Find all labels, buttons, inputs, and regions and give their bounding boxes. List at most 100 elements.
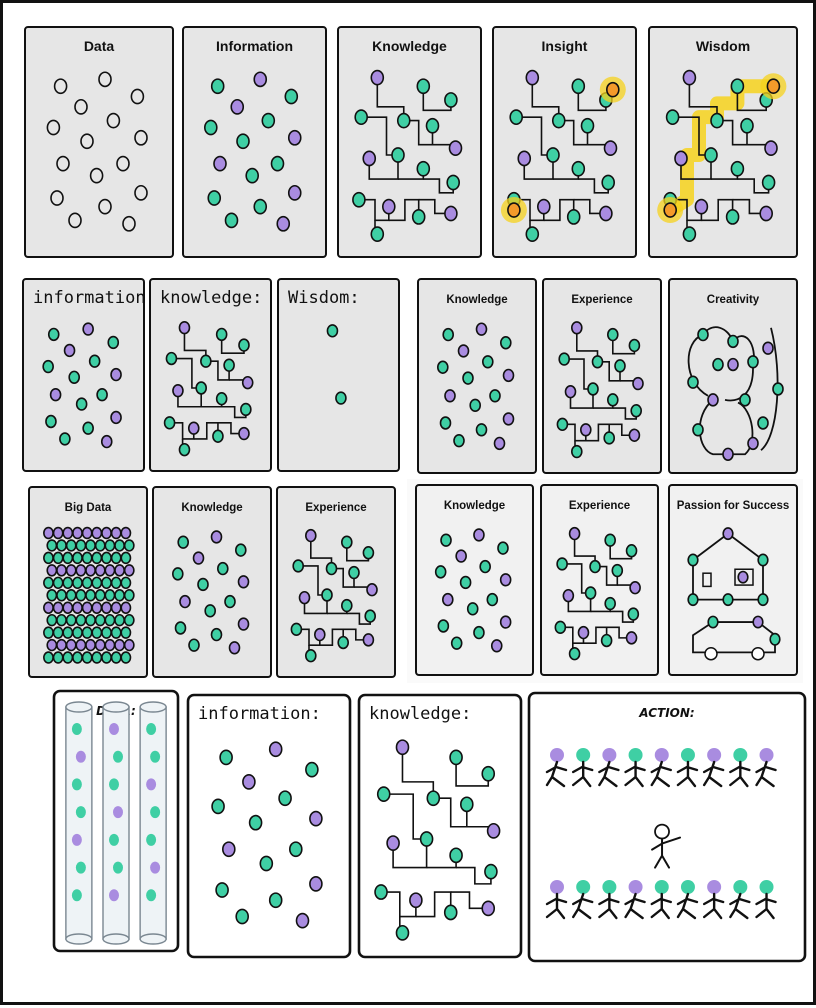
runner-body [729, 760, 751, 788]
info-dot [45, 414, 57, 429]
house-doodle [692, 532, 764, 601]
network-node [759, 205, 774, 222]
info-dot [466, 602, 479, 616]
network-node [584, 586, 597, 600]
network-node [625, 631, 638, 645]
big-data-dot [101, 526, 112, 540]
connection-line [319, 628, 345, 646]
big-data-dot [104, 613, 116, 627]
big-data-dot [120, 601, 132, 614]
connection-line [403, 119, 434, 146]
connection-line [609, 423, 635, 437]
runner-body [650, 760, 672, 788]
info-dot [439, 416, 452, 430]
info-dot [210, 627, 223, 642]
network-node [591, 355, 604, 369]
panel-experience: Experience [540, 484, 659, 676]
connection-line [569, 389, 594, 409]
big-data-dot [75, 564, 87, 577]
creativity-node [692, 423, 704, 437]
network-node [730, 78, 745, 95]
info-dot [473, 625, 485, 640]
big-data-dot [52, 526, 64, 540]
big-data-dot [56, 613, 67, 627]
network-node [611, 563, 624, 578]
running-figure [650, 748, 672, 788]
network-node [187, 421, 200, 435]
panel-knowledge: knowledge: [149, 278, 272, 472]
panel-label: ACTION: [638, 706, 694, 720]
network-node [603, 140, 618, 156]
network-node [459, 796, 474, 813]
network-node [416, 78, 431, 95]
panel-frame [24, 26, 174, 258]
big-data-dot [62, 526, 74, 540]
network-node [381, 198, 396, 215]
runner-head [680, 748, 695, 762]
network-node [321, 588, 333, 602]
runner-head [759, 880, 774, 894]
runner-body [598, 760, 620, 788]
leader-figure [651, 836, 682, 869]
runner-body [545, 760, 568, 788]
network-node [604, 596, 616, 611]
info-dot [224, 212, 239, 229]
silo-data-dot [113, 750, 123, 763]
network-node [484, 863, 498, 880]
runner-head [550, 880, 564, 894]
big-data-dot [46, 613, 58, 627]
connection-line [567, 593, 592, 613]
info-dot [237, 617, 250, 631]
info-dot [68, 370, 80, 384]
connection-line [701, 198, 734, 222]
info-dot [502, 368, 515, 383]
big-data-dot [72, 626, 83, 639]
info-dot [261, 112, 276, 129]
panel-label: knowledge: [160, 288, 262, 308]
info-dot [481, 355, 494, 369]
network-node [348, 565, 360, 580]
network-node [409, 892, 423, 909]
panel-frame [182, 26, 327, 258]
silo-data-dot [146, 723, 157, 735]
car-wheel [751, 646, 765, 661]
info-dot [59, 432, 71, 446]
info-dot [475, 423, 488, 437]
big-data-dot [81, 626, 93, 639]
network-node [536, 198, 551, 215]
silo-data-dot [146, 833, 157, 846]
network-node [364, 609, 377, 623]
panel-frame [415, 484, 534, 676]
connection-line [558, 119, 589, 146]
runner-body [571, 892, 594, 920]
info-dot [75, 397, 88, 411]
big-data-dot [56, 638, 67, 652]
network-node [370, 69, 385, 86]
big-data-dot [110, 526, 122, 540]
network-node [362, 546, 375, 560]
big-data-dot [65, 638, 77, 652]
connection-line [583, 626, 608, 644]
big-data-dot [46, 589, 58, 602]
running-figure [624, 880, 646, 920]
runner-body [545, 892, 568, 920]
creativity-node [739, 393, 751, 407]
connection-line [401, 747, 435, 799]
network-node [629, 581, 641, 595]
network-node [354, 109, 369, 126]
info-dot [230, 98, 245, 115]
network-node [292, 559, 305, 573]
big-data-dot [91, 651, 103, 664]
connection-line [418, 198, 451, 215]
info-dot [440, 533, 452, 547]
info-dot [499, 615, 512, 629]
big-data-dot [52, 601, 64, 614]
network-node [554, 620, 567, 635]
info-dot [436, 360, 449, 374]
connection-line [392, 839, 428, 869]
creativity-node [712, 357, 724, 372]
info-dot [222, 841, 236, 858]
creativity-node [707, 393, 719, 407]
passion-node [722, 527, 734, 541]
